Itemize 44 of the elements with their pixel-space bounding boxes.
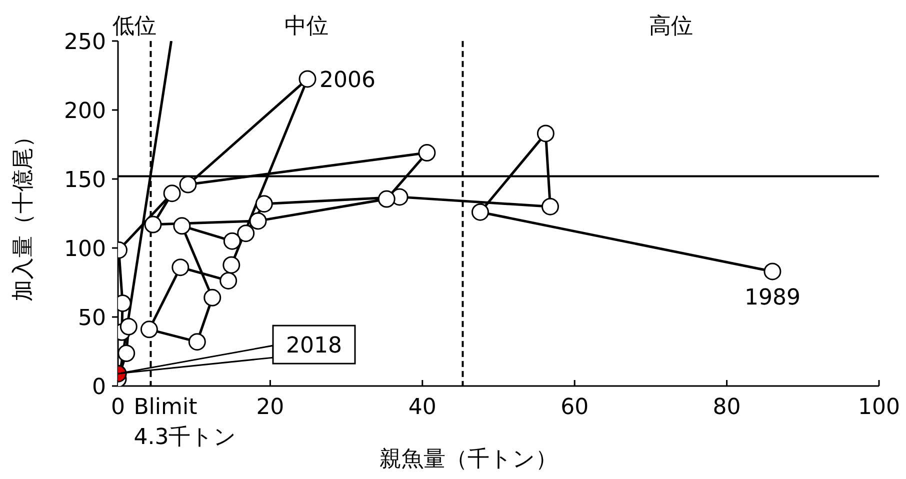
point — [118, 344, 136, 362]
x-tick-label: 0 — [111, 395, 125, 420]
point — [249, 212, 267, 230]
text: 中位 — [284, 14, 329, 39]
x-tick-label: 20 — [256, 395, 284, 420]
point — [188, 333, 206, 351]
y-tick-label: 200 — [64, 99, 106, 124]
x-tick-label: 80 — [712, 395, 741, 420]
text: 高位 — [648, 14, 693, 39]
text: 低位 — [112, 14, 156, 39]
point — [140, 320, 158, 338]
point — [255, 195, 273, 213]
x-tick-label: 60 — [560, 395, 589, 420]
point — [471, 203, 489, 221]
point — [120, 318, 138, 336]
point — [144, 216, 162, 234]
y-tick-label: 0 — [92, 375, 106, 400]
point — [418, 144, 436, 162]
x-tick-label: 100 — [858, 395, 900, 420]
point — [378, 190, 396, 208]
point — [163, 184, 181, 202]
point — [536, 124, 554, 142]
x-axis-title: 親魚量（千トン） — [380, 447, 558, 472]
y-tick-label: 50 — [78, 306, 106, 331]
y-tick-label: 100 — [64, 237, 106, 262]
annotation: 2006 — [319, 68, 376, 93]
point — [237, 224, 255, 242]
point — [542, 198, 559, 216]
point — [173, 217, 191, 235]
x-tick-label: 40 — [408, 395, 436, 420]
annotation: 1989 — [744, 285, 800, 310]
point — [220, 272, 238, 290]
point — [764, 262, 782, 280]
point — [222, 256, 240, 274]
point — [204, 288, 222, 306]
y-tick-label: 250 — [64, 30, 106, 55]
ref-line-label: Blimit 4.3千トン — [134, 395, 237, 450]
point — [179, 176, 197, 194]
y-axis-title: 加入量（十億尾） — [11, 126, 36, 302]
annotation: 2018 — [286, 334, 342, 359]
y-tick-label: 150 — [64, 168, 106, 193]
point — [298, 70, 316, 88]
point — [223, 232, 241, 250]
point — [172, 258, 190, 276]
